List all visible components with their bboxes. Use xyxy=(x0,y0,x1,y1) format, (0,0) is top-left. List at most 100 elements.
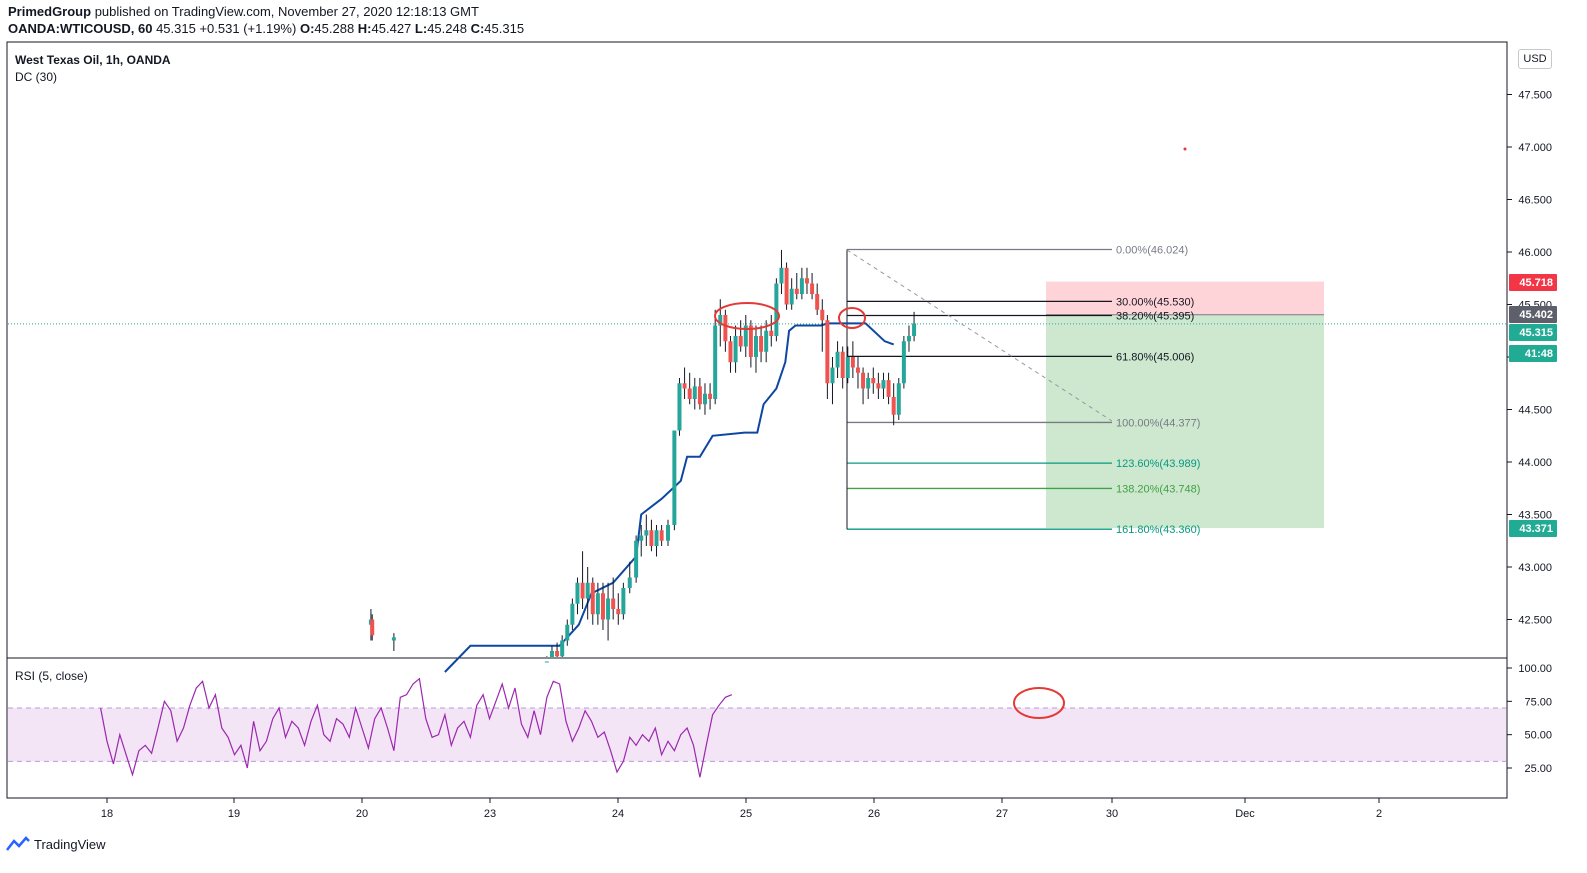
candle-body xyxy=(912,323,917,336)
price-tick-label: 47.500 xyxy=(1518,90,1552,102)
footer-brand[interactable]: TradingView xyxy=(34,836,106,852)
publish-line: PrimedGroup published on TradingView.com… xyxy=(8,4,479,19)
candle xyxy=(687,372,692,405)
rsi-legend[interactable]: RSI (5, close) xyxy=(15,669,88,683)
pullback-marker xyxy=(838,307,866,329)
footer: TradingView xyxy=(6,836,106,852)
candle-body xyxy=(672,430,677,525)
candle-body xyxy=(855,367,860,373)
candle-body xyxy=(794,288,799,294)
candle-body xyxy=(789,288,794,305)
candle xyxy=(886,372,891,405)
swing-high-marker xyxy=(714,302,780,330)
candle xyxy=(649,519,654,552)
candle-body xyxy=(733,336,738,363)
candle xyxy=(784,262,789,310)
candle xyxy=(759,325,764,363)
candle-body xyxy=(728,341,733,363)
price-badge-bg xyxy=(1509,306,1557,323)
candle xyxy=(682,367,687,399)
price-badge-text: 45.315 xyxy=(1519,327,1553,339)
candle-body xyxy=(682,383,687,389)
candle xyxy=(654,525,659,557)
rsi-overbought-marker xyxy=(1013,687,1065,719)
candle-body xyxy=(830,367,835,384)
candle-body xyxy=(585,582,590,599)
candle-body xyxy=(896,383,901,415)
candle-body xyxy=(677,383,682,431)
candle-body xyxy=(702,393,707,405)
candle xyxy=(799,267,804,300)
candle-body xyxy=(634,540,639,578)
candle xyxy=(570,598,575,630)
price-tick-label: 43.000 xyxy=(1518,562,1552,574)
main-legend-indicator[interactable]: DC (30) xyxy=(15,70,58,84)
candle xyxy=(666,519,670,546)
time-tick-label: 20 xyxy=(356,808,368,820)
candle xyxy=(565,619,570,646)
candle-body xyxy=(861,372,866,389)
candle xyxy=(616,593,621,625)
candle-body xyxy=(810,283,815,294)
candle-body xyxy=(891,396,896,415)
publisher-name[interactable]: PrimedGroup xyxy=(8,4,92,19)
open-label: O: xyxy=(299,21,315,36)
candle-body xyxy=(840,351,845,378)
candle-body xyxy=(565,624,570,641)
candle-body xyxy=(881,380,886,389)
candle xyxy=(723,309,728,352)
candle-body xyxy=(845,357,850,378)
candle-body xyxy=(639,535,644,541)
price-tick-label: 43.500 xyxy=(1518,510,1552,522)
main-legend-title[interactable]: West Texas Oil, 1h, OANDA xyxy=(15,53,171,67)
candle-body xyxy=(815,294,820,310)
candle xyxy=(825,315,830,399)
time-tick-label: 23 xyxy=(484,808,496,820)
price-badge: 45.315 xyxy=(1509,324,1557,341)
candle-body xyxy=(820,309,825,321)
candle xyxy=(391,633,396,651)
fib-level-label: 0.00%(46.024) xyxy=(1116,244,1188,256)
candle xyxy=(789,278,794,310)
currency-button[interactable]: USD xyxy=(1518,49,1552,69)
time-tick-label: 19 xyxy=(228,808,240,820)
price-badge: 45.402 xyxy=(1509,306,1557,323)
candle xyxy=(896,378,901,420)
candle xyxy=(738,320,743,352)
candle-body xyxy=(370,619,375,636)
change-value: +0.531 (+1.19%) xyxy=(199,21,297,36)
candle-body xyxy=(606,598,611,620)
candle-body xyxy=(654,530,659,546)
time-tick-label: 24 xyxy=(612,808,624,820)
candle xyxy=(713,309,718,405)
candle xyxy=(590,577,595,625)
candle-body xyxy=(753,336,758,357)
candle xyxy=(600,582,605,630)
candle xyxy=(835,341,840,378)
candle xyxy=(779,249,784,294)
candle-body xyxy=(850,357,855,368)
candle-body xyxy=(649,530,654,546)
candle-body xyxy=(723,315,728,342)
candle-body xyxy=(784,267,789,305)
candle xyxy=(697,378,702,410)
low-value: 45.248 xyxy=(427,21,467,36)
candle-body xyxy=(590,582,595,615)
candle-body xyxy=(549,651,554,657)
candle-body xyxy=(769,330,774,336)
candle-body xyxy=(575,582,580,604)
time-tick-label: 30 xyxy=(1106,808,1118,820)
time-tick-label: 18 xyxy=(101,808,113,820)
tradingview-logo-icon xyxy=(6,836,30,851)
price-tick-label: 42.500 xyxy=(1518,615,1552,627)
stray-dot xyxy=(1183,147,1187,151)
candle-body xyxy=(616,609,621,615)
candle-body xyxy=(697,386,702,405)
candle xyxy=(692,378,697,410)
candle xyxy=(861,367,866,405)
candle xyxy=(769,315,774,347)
candle xyxy=(672,430,677,531)
candle xyxy=(743,315,748,357)
candle xyxy=(876,372,881,399)
